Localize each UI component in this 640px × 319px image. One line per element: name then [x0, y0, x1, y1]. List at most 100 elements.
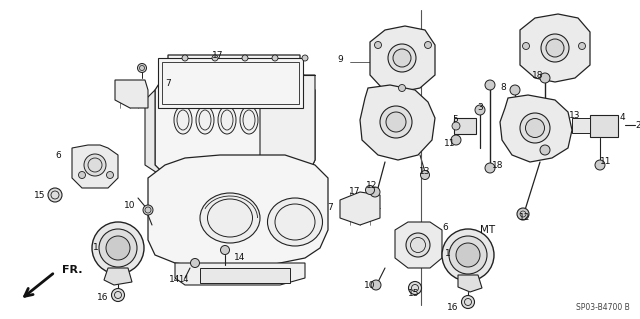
- Text: 9: 9: [337, 56, 343, 64]
- Ellipse shape: [48, 188, 62, 202]
- Ellipse shape: [399, 85, 406, 92]
- Polygon shape: [104, 268, 132, 285]
- Text: 10: 10: [124, 201, 136, 210]
- Ellipse shape: [138, 63, 147, 72]
- Text: 18: 18: [492, 160, 504, 169]
- Ellipse shape: [92, 222, 144, 274]
- Bar: [162, 62, 299, 104]
- Text: 12: 12: [519, 213, 531, 222]
- Ellipse shape: [461, 295, 474, 308]
- Text: 2: 2: [635, 122, 640, 130]
- Ellipse shape: [106, 172, 113, 179]
- Ellipse shape: [388, 44, 416, 72]
- Ellipse shape: [196, 106, 214, 134]
- Text: 13: 13: [569, 110, 580, 120]
- Ellipse shape: [106, 236, 130, 260]
- Polygon shape: [260, 75, 315, 175]
- Polygon shape: [72, 145, 118, 188]
- Ellipse shape: [386, 112, 406, 132]
- Polygon shape: [145, 90, 170, 180]
- Ellipse shape: [218, 106, 236, 134]
- Polygon shape: [155, 55, 315, 188]
- Ellipse shape: [522, 42, 529, 49]
- Ellipse shape: [268, 198, 323, 246]
- Polygon shape: [520, 14, 590, 82]
- Ellipse shape: [540, 73, 550, 83]
- Bar: [400, 232, 438, 247]
- Text: FR.: FR.: [62, 265, 83, 275]
- Ellipse shape: [79, 172, 86, 179]
- Ellipse shape: [272, 55, 278, 61]
- Ellipse shape: [579, 42, 586, 49]
- Text: 17: 17: [349, 188, 361, 197]
- Text: 7: 7: [165, 78, 171, 87]
- Ellipse shape: [475, 105, 485, 115]
- Ellipse shape: [510, 85, 520, 95]
- Ellipse shape: [540, 145, 550, 155]
- Text: 1: 1: [445, 249, 451, 257]
- Ellipse shape: [393, 49, 411, 67]
- Text: 11: 11: [444, 138, 456, 147]
- Text: 1: 1: [93, 242, 99, 251]
- Ellipse shape: [370, 187, 380, 197]
- Text: 15: 15: [35, 191, 45, 201]
- Polygon shape: [370, 26, 435, 92]
- Text: 7: 7: [327, 203, 333, 211]
- Ellipse shape: [242, 55, 248, 61]
- Ellipse shape: [212, 55, 218, 61]
- Text: MT: MT: [481, 225, 495, 235]
- Text: 4: 4: [619, 114, 625, 122]
- Ellipse shape: [517, 208, 529, 220]
- Text: 5: 5: [452, 115, 458, 124]
- Polygon shape: [115, 80, 148, 108]
- Ellipse shape: [99, 229, 137, 267]
- Ellipse shape: [525, 118, 545, 137]
- Bar: [590, 115, 618, 137]
- Ellipse shape: [546, 39, 564, 57]
- Text: 12: 12: [366, 181, 378, 189]
- Ellipse shape: [191, 258, 200, 268]
- Ellipse shape: [452, 122, 460, 130]
- Bar: [158, 58, 303, 108]
- Polygon shape: [500, 95, 572, 162]
- Text: 6: 6: [55, 151, 61, 160]
- Text: 16: 16: [97, 293, 109, 302]
- Ellipse shape: [424, 41, 431, 48]
- Ellipse shape: [380, 106, 412, 138]
- Text: 18: 18: [532, 70, 544, 79]
- Ellipse shape: [240, 106, 258, 134]
- Text: 14: 14: [234, 254, 246, 263]
- Text: 8: 8: [500, 84, 506, 93]
- Ellipse shape: [111, 288, 125, 301]
- Text: 10: 10: [364, 280, 376, 290]
- Ellipse shape: [485, 163, 495, 173]
- Ellipse shape: [371, 280, 381, 290]
- Text: 3: 3: [477, 102, 483, 112]
- Polygon shape: [360, 85, 435, 160]
- Ellipse shape: [541, 34, 569, 62]
- Ellipse shape: [143, 205, 153, 215]
- Ellipse shape: [420, 170, 429, 180]
- Ellipse shape: [451, 135, 461, 145]
- Text: 15: 15: [408, 288, 420, 298]
- Polygon shape: [458, 275, 482, 292]
- Ellipse shape: [595, 160, 605, 170]
- Ellipse shape: [485, 80, 495, 90]
- Ellipse shape: [182, 55, 188, 61]
- Text: 6: 6: [442, 222, 448, 232]
- Ellipse shape: [406, 233, 430, 257]
- Ellipse shape: [174, 106, 192, 134]
- Bar: [454, 118, 476, 134]
- Polygon shape: [340, 192, 380, 225]
- Polygon shape: [148, 155, 328, 268]
- Text: 16: 16: [447, 302, 459, 311]
- Ellipse shape: [408, 281, 422, 294]
- Ellipse shape: [84, 154, 106, 176]
- Text: 14: 14: [170, 276, 180, 285]
- Text: SP03-B4700 B: SP03-B4700 B: [576, 303, 630, 313]
- Ellipse shape: [374, 41, 381, 48]
- Bar: [200, 268, 290, 283]
- Polygon shape: [395, 222, 442, 268]
- Text: 11: 11: [600, 158, 612, 167]
- Bar: [78, 152, 113, 170]
